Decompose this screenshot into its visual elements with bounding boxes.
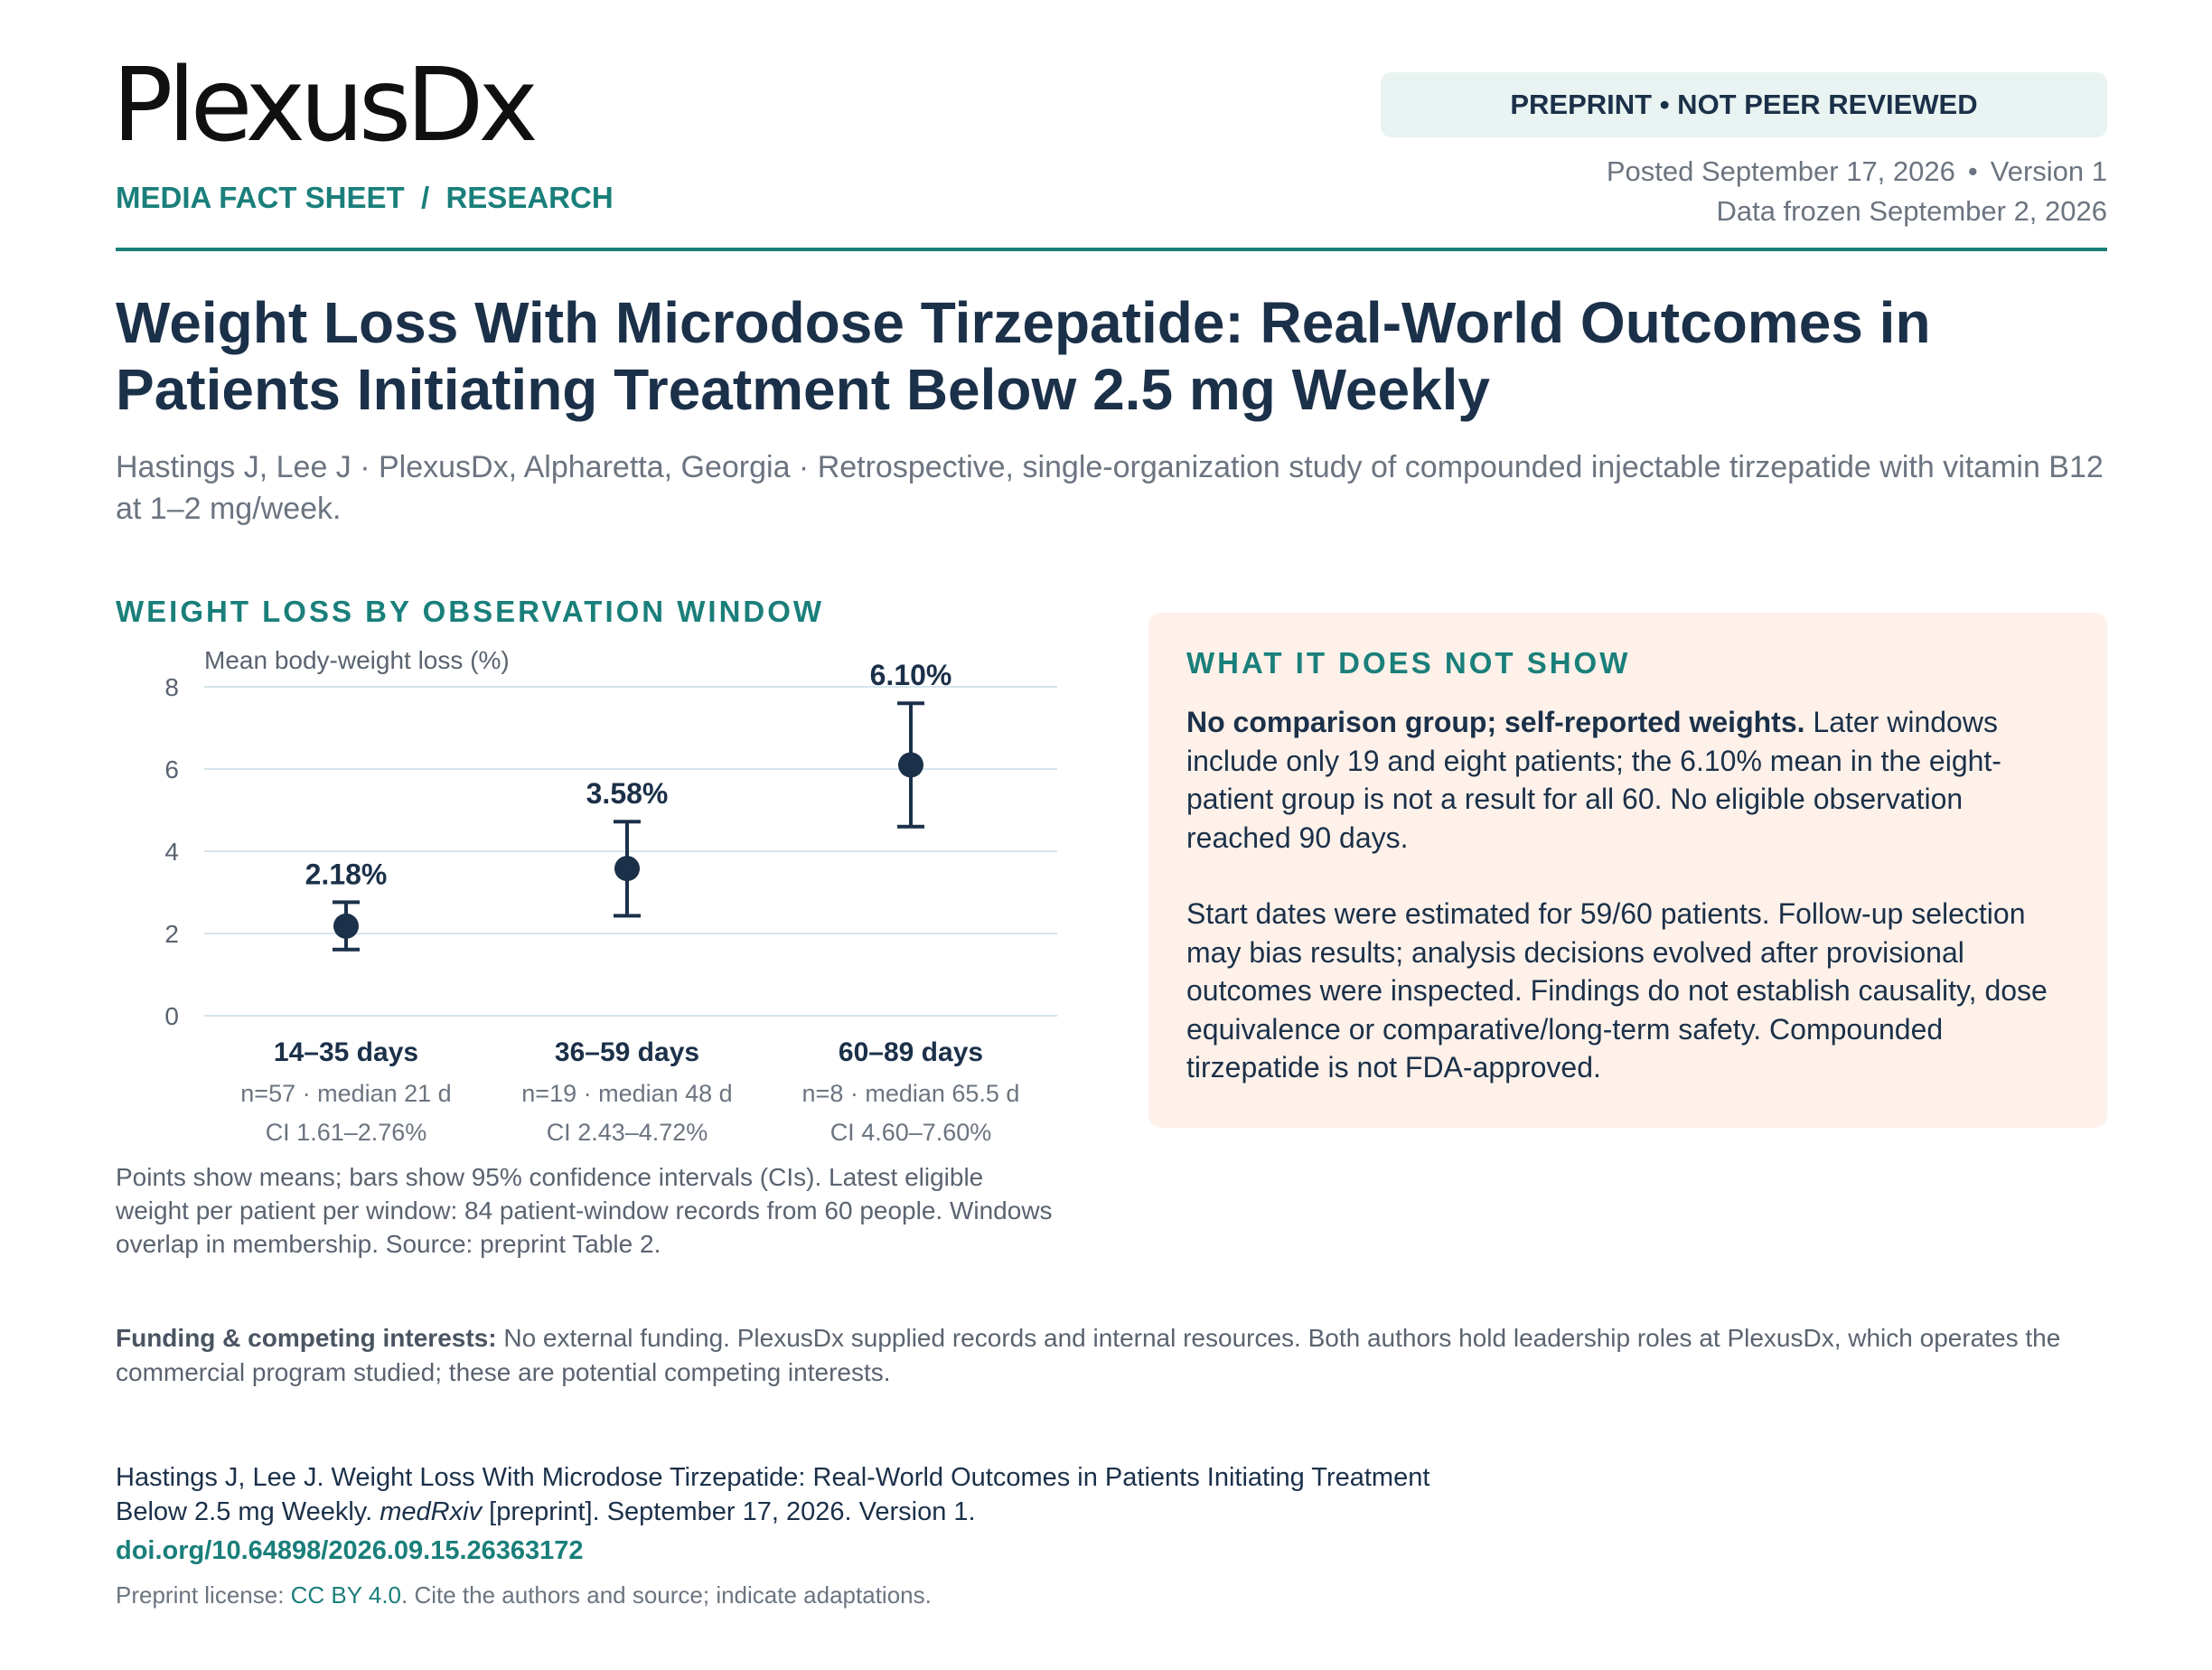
chart-grid [204,686,1057,1017]
page-title: Weight Loss With Microdose Tirzepatide: … [116,290,1931,422]
citation-journal: medRxiv [380,1497,483,1526]
y-tick-label: 2 [164,920,179,948]
value-label: 2.18% [305,858,388,890]
funding-statement: Funding & competing interests: No extern… [116,1321,2107,1390]
fact-sheet-page: PlexusDx MEDIA FACT SHEET / RESEARCH PRE… [112,0,2107,1670]
section-tag: MEDIA FACT SHEET / RESEARCH [116,181,614,214]
ci-label: CI 4.60–7.60% [830,1119,992,1146]
callout-paragraph-1: No comparison group; self-reported weigh… [1186,703,2069,857]
chart-notes: Points show means; bars show 95% confide… [116,1163,1053,1258]
y-tick-label: 4 [164,838,179,866]
mean-point [333,913,359,939]
license-prefix: Preprint license: [116,1581,291,1609]
callout-bold-lead: No comparison group; self-reported weigh… [1186,706,1805,738]
y-axis-ticks: 0 2 4 6 8 [164,673,179,1030]
byline: Hastings J, Lee J · PlexusDx, Alpharetta… [116,450,2104,526]
license-suffix: . Cite the authors and source; indicate … [401,1581,932,1609]
posted-date: Posted September 17, 2026 [1606,155,1955,187]
category-label: 36–59 days [555,1037,699,1067]
chart-heading: WEIGHT LOSS BY OBSERVATION WINDOW [116,595,825,628]
license-link[interactable]: CC BY 4.0 [290,1581,402,1609]
y-tick-label: 0 [164,1002,179,1030]
value-label: 3.58% [586,777,669,810]
brand-block: PlexusDx MEDIA FACT SHEET / RESEARCH [112,47,658,214]
category-sublabel: n=57 · median 21 d [240,1080,451,1107]
chart-marks: 2.18% 3.58% 6.10% [305,659,952,952]
y-tick-label: 6 [164,755,179,783]
limitations-callout: WHAT IT DOES NOT SHOW No comparison grou… [1148,613,2107,1128]
x-axis-labels: 14–35 days n=57 · median 21 d CI 1.61–2.76… [240,1037,1019,1146]
citation-rest: [preprint]. September 17, 2026. Version … [482,1497,976,1526]
ci-label: CI 2.43–4.72% [547,1119,708,1146]
doi-link[interactable]: doi.org/10.64898/2026.09.15.26363172 [116,1536,584,1565]
callout-p1-text: Later windows include only 19 and eight … [1186,706,2001,854]
citation: Hastings J, Lee J. Weight Loss With Micr… [116,1460,1471,1529]
funding-label: Funding & competing interests: [116,1324,497,1352]
preprint-badge: PREPRINT • NOT PEER REVIEWED [1381,72,2107,137]
category-sublabel: n=8 · median 65.5 d [802,1080,1020,1107]
weight-loss-chart: 0 2 4 6 8 Mean body-weight loss (%) 2.18% 3.5… [164,646,1057,1146]
callout-heading: WHAT IT DOES NOT SHOW [1186,646,1631,680]
citation-text: Hastings J, Lee J. Weight Loss With Micr… [116,1463,1430,1526]
mean-point [614,856,640,882]
data-frozen-date: Data frozen September 2, 2026 [1716,195,2107,227]
value-label: 6.10% [870,659,952,691]
plexusdx-logo: PlexusDx [112,47,539,164]
category-label: 14–35 days [274,1037,418,1067]
y-tick-label: 8 [164,673,179,701]
posting-meta: Posted September 17, 2026 • Version 1 Data… [1607,152,2107,231]
callout-paragraph-2: Start dates were estimated for 59/60 pat… [1186,897,2048,1084]
meta-separator: • [1967,155,1978,187]
funding-text: No external funding. PlexusDx supplied r… [116,1324,2061,1386]
y-axis-label: Mean body-weight loss (%) [204,646,510,674]
mean-point [898,752,923,778]
version-label: Version 1 [1990,155,2107,187]
ci-label: CI 1.61–2.76% [266,1119,427,1146]
category-sublabel: n=19 · median 48 d [521,1080,732,1107]
header-divider [116,248,2107,251]
license-line: Preprint license: CC BY 4.0. Cite the au… [116,1581,932,1609]
category-label: 60–89 days [839,1037,983,1067]
